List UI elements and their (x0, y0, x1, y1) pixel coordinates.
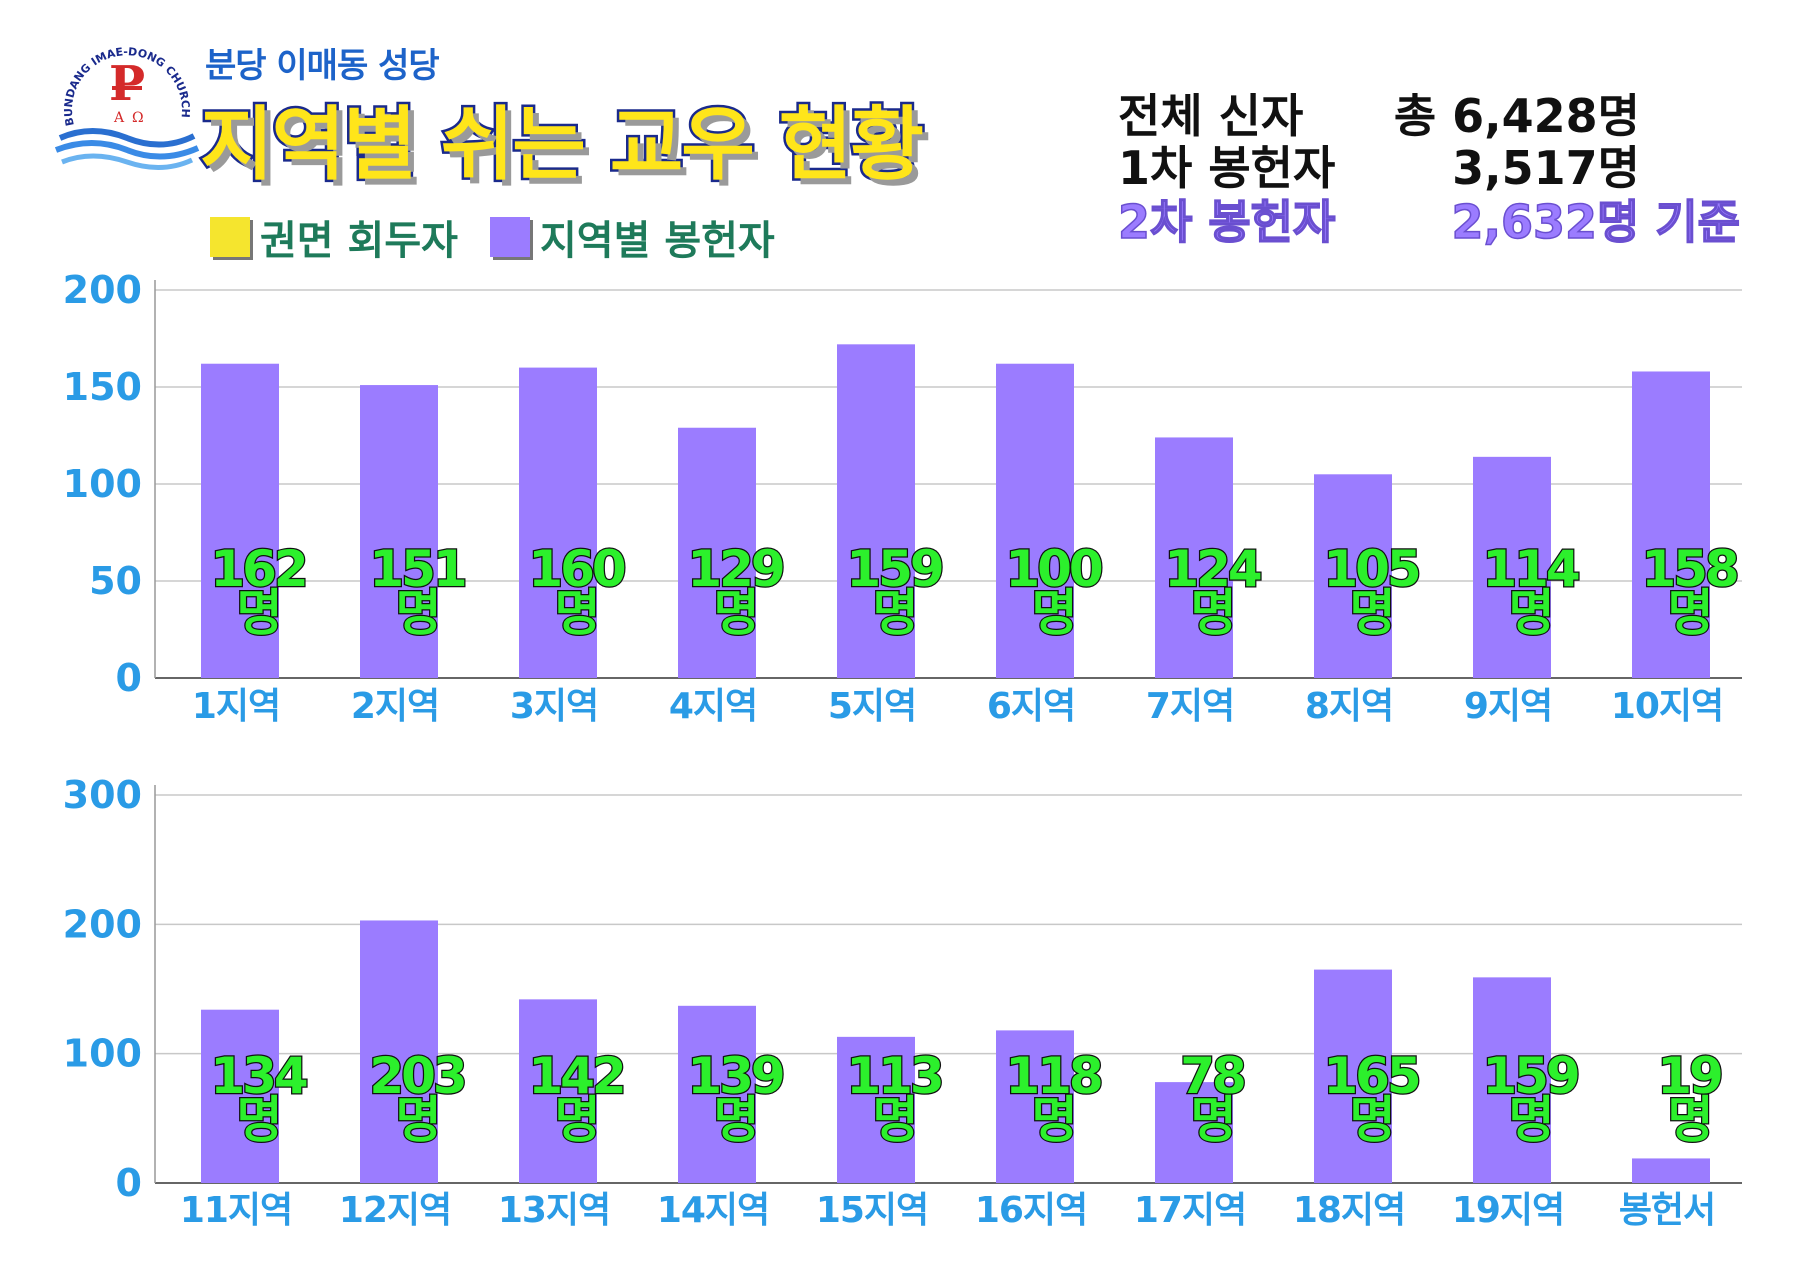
x-category-label: 17지역 (1134, 1190, 1246, 1231)
svg-text:Ω: Ω (132, 110, 144, 126)
x-category-label: 봉헌서 (1619, 1190, 1715, 1231)
y-tick-label: 0 (116, 1161, 142, 1205)
legend-item-donors: 지역별 봉헌자 (490, 208, 775, 266)
svg-text:P: P (109, 56, 145, 112)
bar (1155, 437, 1233, 678)
y-tick-label: 100 (63, 1032, 142, 1076)
bar-value-label: 151 명 (369, 540, 465, 642)
page-title: 지역별 쉬는 교우 현황 (198, 96, 927, 194)
y-tick-label: 100 (63, 462, 142, 506)
stat-label: 전체 신자 (1118, 89, 1304, 143)
x-category-label: 9지역 (1464, 686, 1552, 727)
x-category-label: 4지역 (669, 686, 757, 727)
bar (1314, 474, 1392, 678)
bar-value-label: 158 명 (1641, 540, 1737, 642)
bar (837, 1036, 915, 1183)
bar-value-label: 129 명 (687, 540, 783, 642)
y-tick-label: 50 (89, 559, 142, 603)
x-category-label: 3지역 (510, 686, 598, 727)
bar (1632, 371, 1710, 678)
x-category-label: 16지역 (975, 1190, 1087, 1231)
bar-value-label: 100 명 (1005, 540, 1102, 642)
x-category-label: 1지역 (192, 686, 280, 727)
bar-value-label: 203 명 (369, 1047, 464, 1149)
bar (1155, 1082, 1233, 1183)
y-tick-label: 200 (63, 902, 142, 946)
bar (201, 363, 279, 678)
bar (678, 427, 756, 678)
stat-value: 2,632명 기준 (1451, 194, 1741, 250)
bar-value-label: 159 명 (846, 540, 942, 642)
x-category-label: 10지역 (1611, 686, 1723, 727)
legend-label: 권면 회두자 (260, 218, 458, 264)
bar-value-label: 114 명 (1482, 540, 1579, 642)
bar (201, 1009, 279, 1183)
x-category-label: 18지역 (1293, 1190, 1405, 1231)
bar (519, 367, 597, 678)
x-category-label: 5지역 (828, 686, 916, 727)
x-category-label: 19지역 (1452, 1190, 1564, 1231)
bar-value-label: 78 명 (1180, 1047, 1244, 1149)
y-tick-label: 150 (63, 365, 142, 409)
x-category-label: 15지역 (816, 1190, 928, 1231)
x-category-label: 2지역 (351, 686, 439, 727)
bar (360, 920, 438, 1183)
bar-value-label: 165 명 (1323, 1047, 1419, 1149)
bar (837, 344, 915, 678)
church-name: 분당 이매동 성당 (205, 46, 440, 86)
bar-value-label: 160 명 (528, 540, 625, 642)
bar-value-label: 113 명 (846, 1047, 941, 1149)
x-category-label: 13지역 (498, 1190, 610, 1231)
bar (1473, 977, 1551, 1183)
legend-label: 지역별 봉헌자 (540, 218, 775, 264)
legend-swatch-yellow (210, 217, 250, 257)
bar-value-label: 159 명 (1482, 1047, 1578, 1149)
stat-value: 총 6,428명 (1393, 89, 1640, 143)
bar-value-label: 118 명 (1005, 1047, 1101, 1149)
x-category-label: 7지역 (1146, 686, 1234, 727)
x-category-label: 12지역 (339, 1190, 451, 1231)
bar (519, 999, 597, 1183)
y-tick-label: 0 (116, 656, 142, 700)
y-tick-label: 200 (63, 268, 142, 312)
bar (678, 1005, 756, 1183)
bar (1473, 456, 1551, 678)
bar-value-label: 162 명 (210, 540, 305, 642)
svg-text:A: A (113, 110, 125, 126)
bar (996, 1030, 1074, 1183)
bar-value-label: 19 명 (1657, 1047, 1721, 1149)
bar (360, 385, 438, 678)
bar (996, 363, 1074, 678)
bar (1632, 1158, 1710, 1183)
x-category-label: 6지역 (987, 686, 1075, 727)
legend-swatch-purple (490, 217, 530, 257)
legend-item-returnees: 권면 회두자 (210, 208, 458, 266)
x-category-label: 14지역 (657, 1190, 769, 1231)
bar-value-label: 139 명 (687, 1047, 783, 1149)
y-tick-label: 300 (63, 773, 142, 817)
church-logo: BUNDANG IMAE-DONG CHURCH P A Ω (54, 45, 200, 171)
bar-value-label: 105 명 (1323, 540, 1419, 642)
bar-value-label: 134 명 (210, 1047, 307, 1149)
stat-label: 2차 봉헌자 (1117, 194, 1336, 250)
bar-value-label: 142 명 (528, 1047, 623, 1149)
x-category-label: 8지역 (1305, 686, 1393, 727)
stat-label: 1차 봉헌자 (1118, 141, 1336, 195)
bar (1314, 969, 1392, 1183)
x-category-label: 11지역 (180, 1190, 292, 1231)
bar-value-label: 124 명 (1164, 540, 1261, 642)
stat-value: 3,517명 (1452, 141, 1640, 195)
